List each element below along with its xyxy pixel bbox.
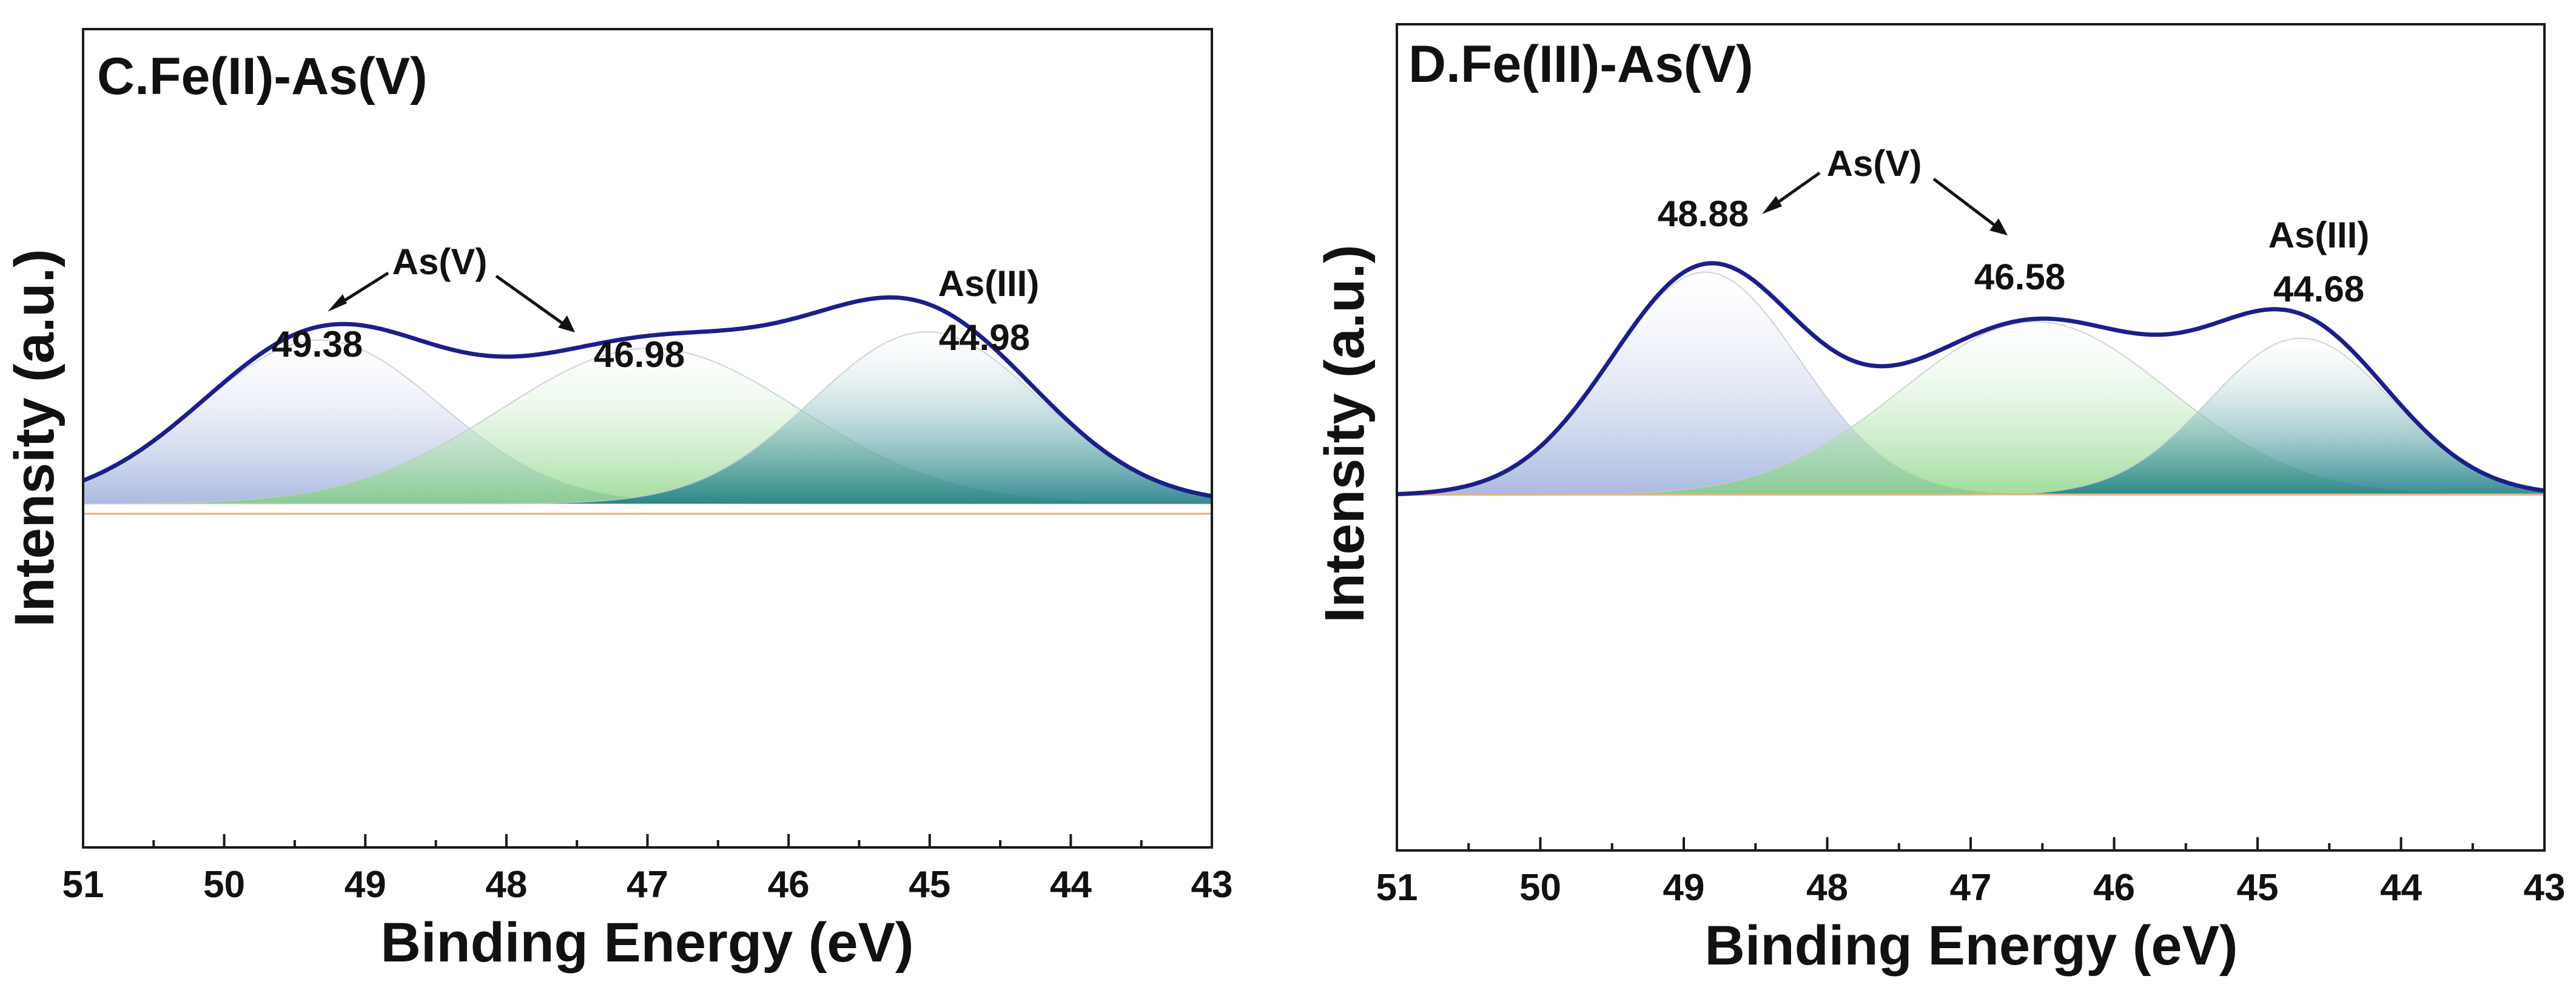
x-tick-label: 47 [627,864,668,906]
x-tick-label: 47 [1950,867,1992,909]
panel-title: C.Fe(II)-As(V) [97,47,428,106]
peak-label-3: 44.98 [939,317,1030,358]
component-area-3 [83,332,1212,504]
group-label-as-v: As(V) [392,241,488,282]
x-tick-label: 50 [1519,867,1561,909]
group-label-as-v: As(V) [1827,143,1922,184]
x-tick-label: 48 [1806,867,1848,909]
x-tick-label: 49 [345,864,386,906]
x-tick-label: 43 [2524,867,2566,909]
arrow-head-right [1989,218,2008,235]
group-label-as-iii: As(III) [2268,215,2370,255]
x-axis-ticks: 51 50 49 48 47 46 45 44 43 [62,834,1233,906]
y-axis-label: Intensity (a.u.) [1314,244,1376,623]
x-tick-label: 44 [2380,867,2422,909]
x-axis-label: Binding Energy (eV) [380,912,913,974]
panel-d: 51 50 49 48 47 46 45 44 43 D.Fe(III)-As(V) Bindi… [1314,23,2566,977]
peak-label-2: 46.58 [1974,257,2065,297]
component-area-2 [83,348,1212,504]
x-tick-label: 49 [1663,867,1705,909]
arrow-head-left [1762,196,1782,214]
component-area-1 [1397,272,2544,496]
envelope-curve [82,295,1212,499]
x-tick-label: 45 [2237,867,2279,909]
arrow-head-right [558,315,575,332]
peak-label-3: 44.68 [2273,269,2364,309]
component-areas [82,331,1212,505]
panel-title: D.Fe(III)-As(V) [1408,35,1754,93]
x-tick-label: 48 [485,864,527,906]
x-tick-label: 45 [909,864,950,906]
panel-c: 51 50 49 48 47 46 45 44 43 C.Fe(II)-As(V) Bindin… [4,28,1233,974]
group-label-as-iii: As(III) [938,263,1040,304]
x-tick-label: 44 [1050,864,1092,906]
component-area-1 [83,340,1212,504]
x-tick-label: 51 [62,864,104,906]
component-areas [1396,271,2545,496]
x-tick-label: 46 [768,864,810,906]
component-curve-3 [83,331,1212,505]
x-tick-label: 43 [1191,864,1233,906]
x-tick-label: 46 [2093,867,2135,909]
y-axis-label: Intensity (a.u.) [4,249,66,627]
component-area-3 [1397,338,2544,496]
peak-label-1: 49.38 [272,324,363,365]
arrow-right [1932,178,2003,232]
peak-label-2: 46.98 [594,334,685,375]
envelope-curve [1396,261,2545,497]
x-axis-label: Binding Energy (eV) [1704,915,2238,977]
arrow-right [495,274,571,331]
peak-label-1: 48.88 [1658,194,1749,234]
arrow-head-left [328,294,347,312]
x-tick-label: 51 [1376,867,1418,909]
x-axis-ticks: 51 50 49 48 47 46 45 44 43 [1376,837,2566,909]
x-tick-label: 50 [203,864,245,906]
